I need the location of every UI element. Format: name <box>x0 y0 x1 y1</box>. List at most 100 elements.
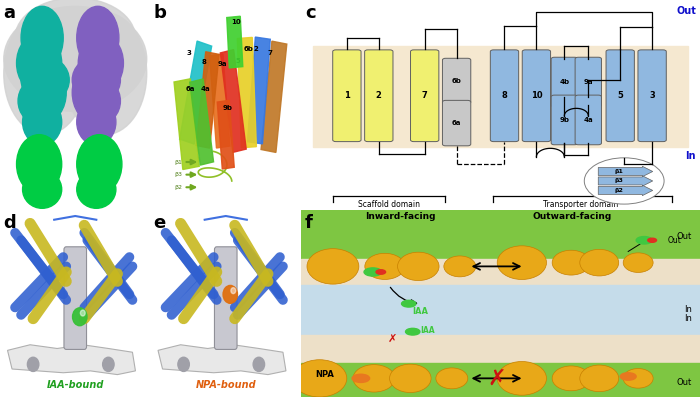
Circle shape <box>376 270 386 274</box>
FancyBboxPatch shape <box>214 247 237 349</box>
Text: 6b: 6b <box>452 78 461 84</box>
Circle shape <box>402 301 416 307</box>
Text: Out: Out <box>677 232 692 241</box>
Ellipse shape <box>4 13 87 135</box>
FancyBboxPatch shape <box>490 50 519 142</box>
Circle shape <box>73 308 87 326</box>
Text: 5: 5 <box>617 91 623 100</box>
Bar <box>301 210 700 259</box>
Text: d: d <box>3 214 16 232</box>
Text: 4a: 4a <box>201 86 211 92</box>
Text: IAA: IAA <box>421 326 435 335</box>
Ellipse shape <box>580 365 619 391</box>
Text: 10: 10 <box>231 19 241 25</box>
Text: IAA-bound: IAA-bound <box>47 380 104 389</box>
Text: b: b <box>153 4 167 22</box>
Ellipse shape <box>22 170 62 208</box>
Text: 6a: 6a <box>452 120 461 126</box>
Text: 3: 3 <box>186 50 191 56</box>
Bar <box>180 41 211 144</box>
Ellipse shape <box>17 34 62 93</box>
Ellipse shape <box>24 63 66 122</box>
Ellipse shape <box>21 6 63 69</box>
Ellipse shape <box>77 135 122 194</box>
Circle shape <box>364 268 382 276</box>
FancyBboxPatch shape <box>64 247 87 349</box>
Circle shape <box>253 357 265 372</box>
Circle shape <box>80 310 85 316</box>
Ellipse shape <box>4 6 147 112</box>
Text: 6b: 6b <box>244 46 253 52</box>
FancyBboxPatch shape <box>365 50 393 142</box>
Ellipse shape <box>584 158 664 204</box>
Text: NPA: NPA <box>316 370 335 379</box>
Ellipse shape <box>444 256 476 277</box>
FancyBboxPatch shape <box>638 50 666 142</box>
Circle shape <box>223 285 237 303</box>
Text: 9a: 9a <box>218 61 228 67</box>
Ellipse shape <box>365 253 405 279</box>
Text: e: e <box>153 214 166 232</box>
FancyArrow shape <box>598 166 652 177</box>
Ellipse shape <box>307 249 359 284</box>
Bar <box>301 259 700 285</box>
Text: 8: 8 <box>502 91 508 100</box>
Ellipse shape <box>77 99 116 145</box>
Bar <box>247 37 270 144</box>
Ellipse shape <box>72 63 114 122</box>
Text: Transporter domain: Transporter domain <box>542 200 618 209</box>
Text: Out: Out <box>668 236 682 245</box>
Text: 4a: 4a <box>584 117 593 123</box>
Text: β1: β1 <box>174 160 182 164</box>
Ellipse shape <box>18 78 60 124</box>
Ellipse shape <box>497 362 547 395</box>
Text: In: In <box>684 305 692 314</box>
Circle shape <box>620 373 636 380</box>
Ellipse shape <box>78 78 120 124</box>
Text: ✗: ✗ <box>388 334 398 344</box>
Text: Out: Out <box>676 6 696 16</box>
FancyBboxPatch shape <box>575 95 601 145</box>
Polygon shape <box>8 345 136 375</box>
Ellipse shape <box>64 13 147 135</box>
Bar <box>174 79 200 170</box>
FancyBboxPatch shape <box>606 50 634 142</box>
FancyBboxPatch shape <box>410 50 439 142</box>
Text: 9a: 9a <box>584 79 593 85</box>
Bar <box>209 54 230 148</box>
Text: Scaffold domain: Scaffold domain <box>358 200 420 209</box>
Ellipse shape <box>552 250 590 275</box>
Ellipse shape <box>497 246 547 279</box>
Bar <box>313 46 688 147</box>
Ellipse shape <box>398 252 439 281</box>
Ellipse shape <box>17 135 62 194</box>
Text: 6a: 6a <box>186 86 195 92</box>
Text: β2: β2 <box>174 185 182 190</box>
Bar <box>217 100 234 169</box>
Text: Inward-facing: Inward-facing <box>365 212 436 221</box>
FancyBboxPatch shape <box>442 100 471 146</box>
Ellipse shape <box>15 0 135 78</box>
Bar <box>227 16 243 68</box>
Bar <box>301 285 700 335</box>
Text: f: f <box>305 214 313 232</box>
Text: 8: 8 <box>202 60 206 66</box>
Ellipse shape <box>623 368 653 388</box>
Text: 1: 1 <box>344 91 350 100</box>
Text: 5: 5 <box>236 58 241 64</box>
Ellipse shape <box>580 249 619 276</box>
Text: 10: 10 <box>531 91 542 100</box>
Text: 2: 2 <box>376 91 382 100</box>
FancyBboxPatch shape <box>575 57 601 107</box>
Circle shape <box>405 328 420 335</box>
Text: 9b: 9b <box>223 105 233 111</box>
Bar <box>301 335 700 363</box>
FancyBboxPatch shape <box>522 50 551 142</box>
Bar <box>220 50 246 152</box>
Bar <box>190 79 214 165</box>
Polygon shape <box>158 345 286 375</box>
Ellipse shape <box>552 366 590 391</box>
Text: 3: 3 <box>649 91 655 100</box>
Circle shape <box>231 288 236 294</box>
Text: In: In <box>685 152 696 162</box>
